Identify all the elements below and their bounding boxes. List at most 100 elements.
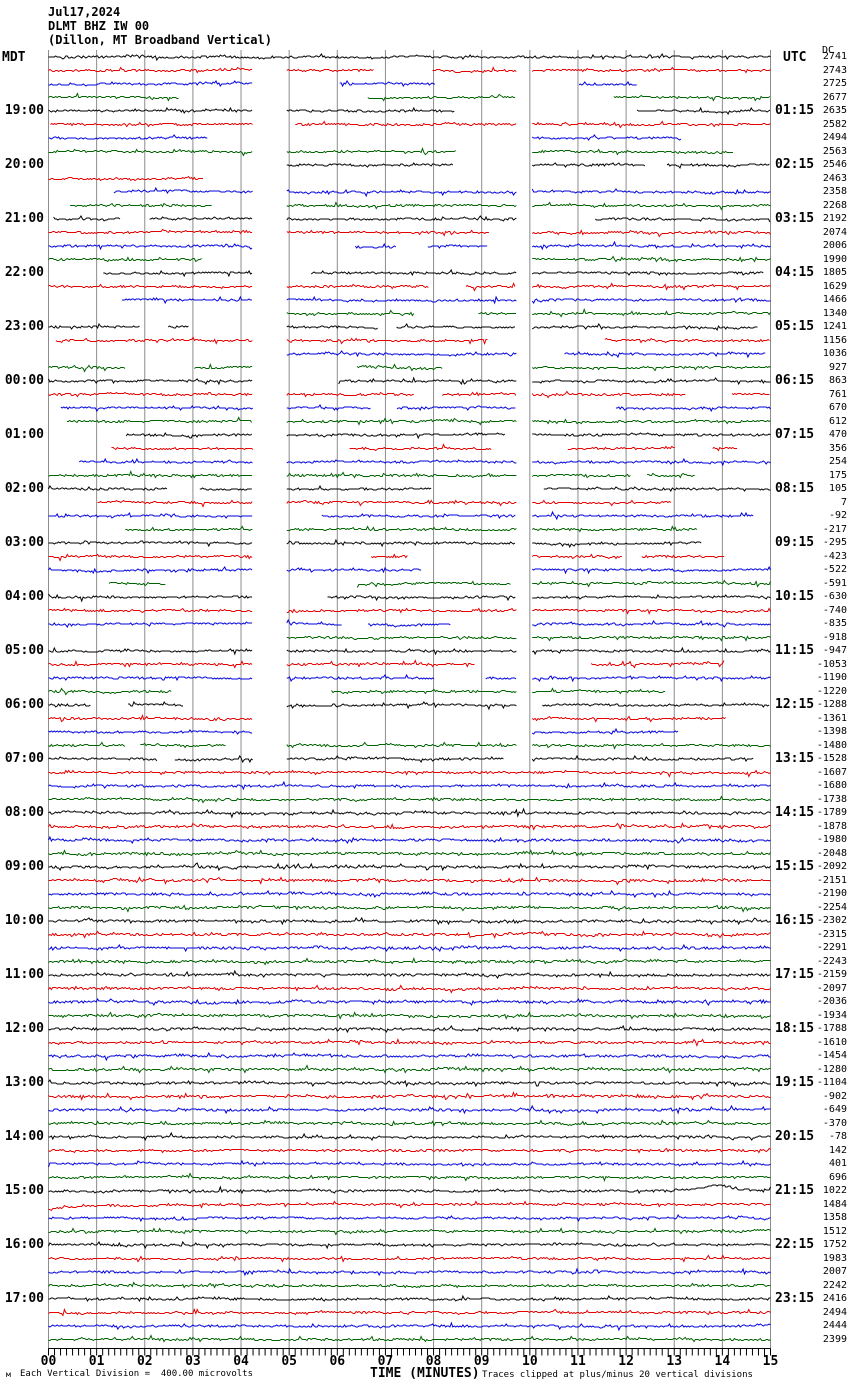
dc-value: 1340 <box>822 307 847 319</box>
trace-row-green <box>48 362 771 373</box>
dc-value: 612 <box>828 415 847 427</box>
dc-value: 142 <box>828 1144 847 1156</box>
dc-value: -1738 <box>816 793 847 805</box>
utc-hour-label: 10:15 <box>775 589 815 604</box>
trace-row-black <box>48 538 702 549</box>
x-tick-label: 08 <box>425 1354 442 1369</box>
dc-value: 696 <box>828 1171 847 1183</box>
dc-value: -947 <box>822 645 847 656</box>
dc-value: 2358 <box>822 186 847 197</box>
dc-value: -370 <box>822 1117 847 1129</box>
dc-value: 1358 <box>822 1212 847 1223</box>
trace-row-black <box>48 1240 771 1250</box>
trace-row-black <box>103 268 764 278</box>
trace-row-green <box>48 1172 771 1182</box>
dc-value: -522 <box>822 564 847 575</box>
dc-value: 2463 <box>822 172 847 184</box>
trace-row-black <box>48 53 771 62</box>
dc-value: -1190 <box>816 672 847 683</box>
dc-value: 1512 <box>822 1225 847 1237</box>
trace-row-red <box>48 607 771 615</box>
dc-value: 1156 <box>822 334 847 346</box>
trace-row-blue <box>78 457 771 467</box>
x-tick-label: 06 <box>329 1354 346 1369</box>
trace-row-red <box>48 659 725 669</box>
trace-row-black <box>48 646 771 656</box>
dc-value: -630 <box>822 591 847 602</box>
dc-value: 2494 <box>822 132 847 143</box>
dc-value: -2159 <box>816 969 847 980</box>
x-tick-label: 03 <box>185 1354 201 1369</box>
mdt-hour-label: 02:00 <box>4 481 44 496</box>
trace-row-red <box>48 769 771 778</box>
trace-row-red <box>48 930 771 939</box>
dc-value: 1466 <box>822 294 847 305</box>
x-tick-label: 00 <box>40 1354 57 1369</box>
trace-row-green <box>125 525 698 533</box>
dc-value: -1361 <box>816 712 847 724</box>
mdt-hour-label: 19:00 <box>4 103 44 118</box>
dc-value: -295 <box>822 537 847 548</box>
dc-value: -2036 <box>816 996 847 1007</box>
dc-value: 2074 <box>822 226 847 238</box>
trace-row-green <box>48 255 771 263</box>
trace-row-blue <box>113 186 771 198</box>
dc-value: 1022 <box>822 1185 847 1196</box>
trace-row-blue <box>48 727 679 735</box>
dc-value: 2007 <box>822 1266 847 1277</box>
dc-value: -1680 <box>816 780 847 791</box>
trace-row-blue <box>60 404 771 413</box>
utc-hour-label: 20:15 <box>775 1129 815 1144</box>
trace-row-black <box>48 916 771 926</box>
trace-row-red <box>48 553 725 562</box>
trace-row-green <box>66 416 771 426</box>
trace-row-blue <box>48 1214 771 1223</box>
mdt-hour-label: 08:00 <box>4 805 44 820</box>
mdt-hour-label: 09:00 <box>4 859 44 874</box>
dc-value: -92 <box>828 510 847 521</box>
dc-value: -2243 <box>816 955 847 967</box>
dc-value: 254 <box>828 456 847 467</box>
trace-row-green <box>48 957 771 966</box>
dc-value: -1528 <box>816 753 847 764</box>
dc-value: 2677 <box>822 91 847 103</box>
dc-value: 2743 <box>822 64 847 76</box>
dc-value: 2741 <box>822 51 847 62</box>
utc-hour-label: 03:15 <box>775 211 815 226</box>
dc-value: 1036 <box>822 348 847 359</box>
trace-row-black <box>125 432 771 440</box>
dc-value: -2151 <box>816 874 847 886</box>
mdt-hour-label: 01:00 <box>4 427 44 442</box>
trace-row-red <box>48 175 203 182</box>
dc-value: 1484 <box>822 1198 847 1210</box>
utc-hour-label: 17:15 <box>775 967 815 982</box>
trace-row-red <box>48 228 771 238</box>
trace-row-red <box>48 876 771 886</box>
trace-row-red <box>111 443 738 452</box>
dc-value: -1878 <box>816 820 847 832</box>
dc-column-header: DC <box>822 45 835 56</box>
trace-row-green <box>48 741 771 750</box>
dc-value: -1980 <box>816 834 847 845</box>
dc-value: -1454 <box>816 1050 847 1061</box>
dc-value: -1789 <box>816 807 847 818</box>
dc-value: -1788 <box>816 1023 847 1034</box>
trace-row-black <box>48 700 770 711</box>
trace-row-black <box>48 969 771 979</box>
dc-value: -918 <box>822 631 847 643</box>
trace-row-blue <box>48 943 771 953</box>
dc-value: 670 <box>828 402 847 413</box>
dc-value: -1220 <box>816 685 847 697</box>
mdt-hour-label: 10:00 <box>4 913 44 928</box>
dc-value: 1805 <box>822 267 847 278</box>
trace-row-blue <box>48 1051 771 1062</box>
trace-row-blue <box>48 1159 771 1168</box>
x-tick-label: 09 <box>473 1354 490 1369</box>
dc-value: -423 <box>822 550 847 562</box>
trace-row-blue <box>48 780 771 791</box>
trace-row-green <box>286 635 771 642</box>
trace-row-green <box>48 795 771 804</box>
dc-value: 356 <box>828 442 847 454</box>
dc-value: 761 <box>828 388 847 400</box>
